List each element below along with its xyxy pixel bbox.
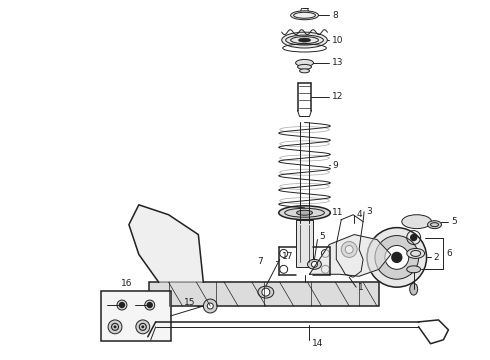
- Text: 2: 2: [434, 253, 439, 262]
- Circle shape: [207, 303, 213, 309]
- Ellipse shape: [279, 206, 330, 220]
- Text: 14: 14: [312, 339, 323, 348]
- Circle shape: [117, 300, 127, 310]
- Text: 8: 8: [332, 11, 338, 20]
- Ellipse shape: [407, 266, 420, 273]
- Text: 13: 13: [332, 58, 344, 67]
- Circle shape: [411, 235, 416, 240]
- Ellipse shape: [291, 11, 318, 20]
- Text: 7: 7: [257, 257, 263, 266]
- Ellipse shape: [297, 64, 312, 69]
- Ellipse shape: [407, 248, 425, 258]
- Circle shape: [262, 288, 270, 296]
- Ellipse shape: [298, 38, 311, 42]
- Text: 5: 5: [319, 232, 325, 241]
- Text: 11: 11: [332, 208, 344, 217]
- Ellipse shape: [295, 59, 314, 66]
- Ellipse shape: [299, 69, 310, 73]
- Text: 15: 15: [184, 298, 196, 307]
- Ellipse shape: [428, 221, 441, 229]
- Polygon shape: [129, 205, 203, 282]
- Text: 12: 12: [332, 92, 343, 101]
- Circle shape: [321, 249, 329, 257]
- Circle shape: [321, 265, 329, 273]
- Circle shape: [136, 320, 150, 334]
- Circle shape: [114, 325, 117, 328]
- Text: 5: 5: [451, 217, 457, 226]
- Text: 9: 9: [332, 161, 338, 170]
- Text: 17: 17: [282, 252, 293, 261]
- Text: 16: 16: [121, 279, 132, 288]
- Circle shape: [120, 302, 124, 307]
- Circle shape: [341, 242, 357, 257]
- Circle shape: [392, 252, 402, 262]
- Circle shape: [385, 246, 409, 269]
- Ellipse shape: [308, 260, 321, 269]
- Text: 3: 3: [366, 207, 372, 216]
- Text: 6: 6: [446, 249, 452, 258]
- Bar: [295, 220, 314, 267]
- Ellipse shape: [296, 210, 313, 215]
- Circle shape: [145, 300, 155, 310]
- Circle shape: [345, 246, 353, 253]
- Ellipse shape: [258, 286, 274, 298]
- Circle shape: [312, 261, 318, 267]
- Text: 10: 10: [332, 36, 344, 45]
- Text: 4: 4: [356, 210, 362, 219]
- Circle shape: [203, 299, 217, 313]
- Text: 1: 1: [358, 283, 364, 292]
- Circle shape: [147, 302, 152, 307]
- Ellipse shape: [282, 32, 327, 48]
- Circle shape: [375, 235, 418, 279]
- Circle shape: [141, 325, 144, 328]
- Ellipse shape: [410, 283, 417, 295]
- Polygon shape: [310, 235, 391, 276]
- Circle shape: [280, 249, 288, 257]
- Circle shape: [280, 265, 288, 273]
- Ellipse shape: [402, 215, 432, 229]
- Circle shape: [108, 320, 122, 334]
- Bar: [149, 282, 379, 306]
- Circle shape: [367, 228, 427, 287]
- Bar: [101, 291, 171, 341]
